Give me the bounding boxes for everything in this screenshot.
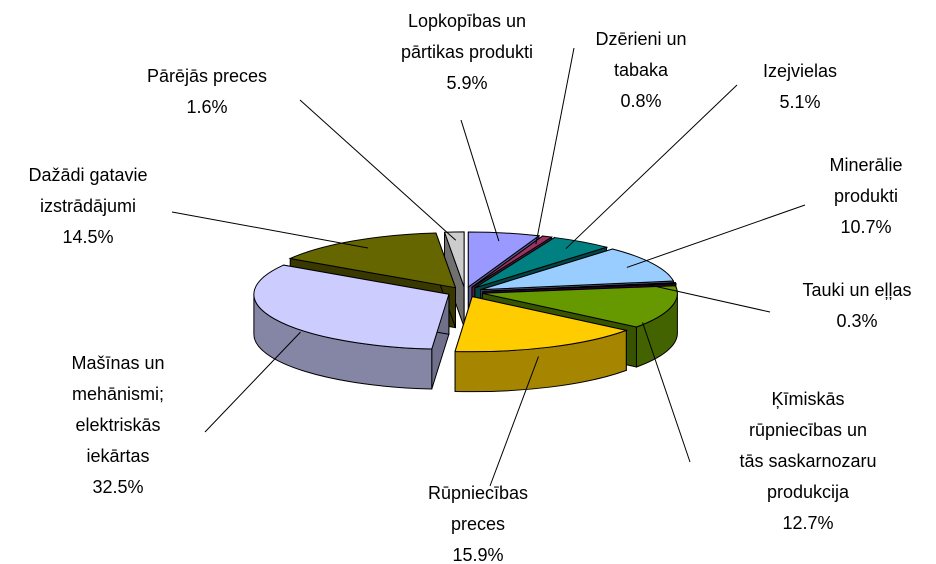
slice-label: rūpniecības un — [749, 420, 867, 440]
leader-line — [489, 356, 539, 487]
slice-label: Mašīnas un — [71, 353, 164, 373]
slice-label: Tauki un eļļas — [802, 280, 911, 300]
slice-label: Ķīmiskās — [771, 389, 844, 409]
slice — [454, 296, 629, 353]
slice-label: iekārtas — [86, 446, 149, 466]
value-label: 5.9% — [446, 73, 487, 93]
slice — [467, 231, 541, 288]
slice-label: Dažādi gatavie — [28, 165, 147, 185]
leader-line — [460, 119, 500, 242]
slice-label: tās saskarnozaru — [739, 451, 876, 471]
value-label: 10.7% — [840, 217, 891, 237]
slice — [471, 235, 554, 288]
slice — [474, 237, 609, 289]
slice-label: preces — [451, 514, 505, 534]
value-label: 5.1% — [779, 92, 820, 112]
slice — [253, 264, 450, 350]
pie — [253, 231, 678, 393]
leader-line — [642, 322, 691, 463]
leader-line — [535, 47, 575, 245]
slice-label: tabaka — [614, 60, 669, 80]
slice — [288, 232, 457, 289]
value-label: 0.8% — [620, 91, 661, 111]
slice — [480, 248, 675, 291]
slice-label: pārtikas produkti — [401, 42, 533, 62]
slice — [482, 282, 677, 292]
value-label: 12.7% — [782, 513, 833, 533]
slice-label: Izejvielas — [763, 61, 837, 81]
slice-label: elektriskās — [75, 415, 160, 435]
value-label: 32.5% — [92, 477, 143, 497]
slice-label: Pārējās preces — [147, 66, 267, 86]
slice-label: produkti — [834, 186, 898, 206]
value-label: 15.9% — [452, 545, 503, 564]
value-label: 14.5% — [62, 227, 113, 247]
slice-label: izstrādājumi — [40, 196, 136, 216]
slice — [443, 231, 465, 288]
leader-line — [565, 84, 738, 250]
leader-line — [299, 99, 457, 241]
leader-line — [646, 283, 771, 313]
slice-label: Rūpniecības — [428, 483, 528, 503]
slice-label: mehānismi; — [72, 384, 164, 404]
slice-label: produkcija — [767, 482, 850, 502]
leader-line — [204, 331, 301, 433]
leader-line — [626, 204, 806, 268]
value-label: 0.3% — [836, 311, 877, 331]
slice-label: Lopkopības un — [408, 11, 526, 31]
leader-line — [171, 211, 369, 249]
slice-label: Dzērieni un — [595, 29, 686, 49]
slice-label: Minerālie — [829, 155, 902, 175]
value-label: 1.6% — [186, 97, 227, 117]
